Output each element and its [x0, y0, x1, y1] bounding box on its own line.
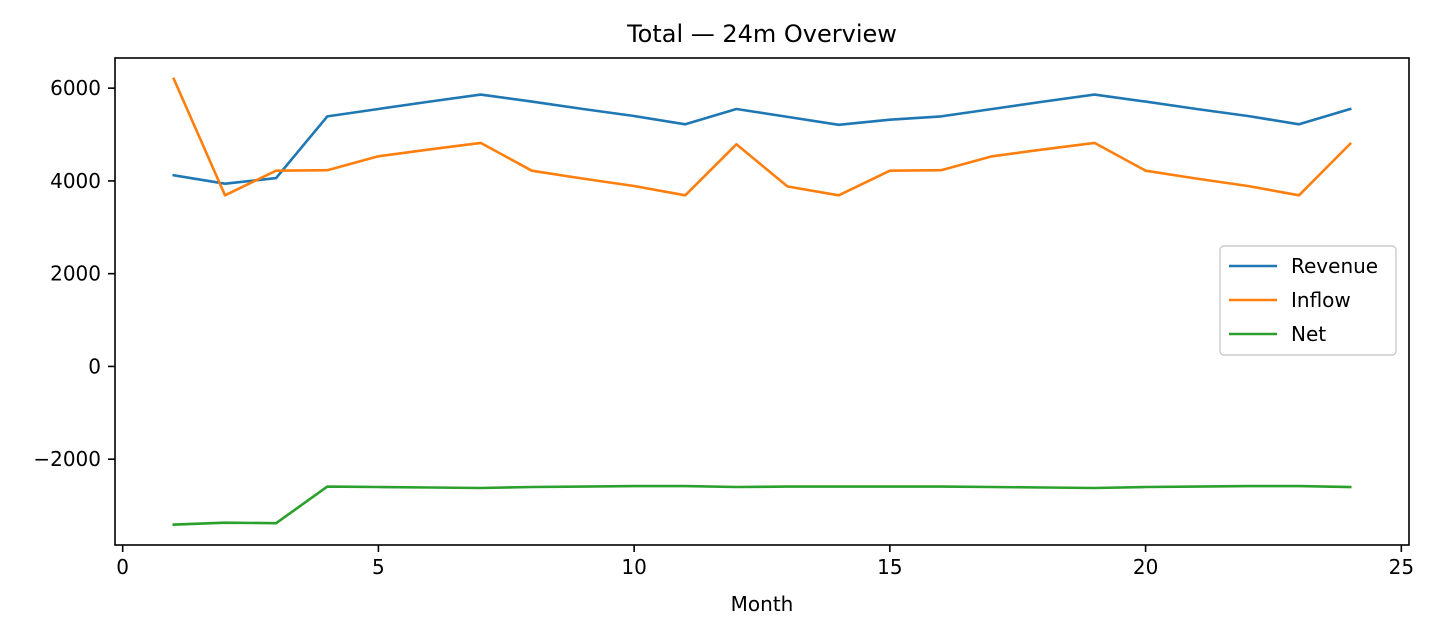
x-tick-label: 0 [116, 555, 129, 579]
series-line-inflow [172, 77, 1353, 197]
series-line-net [172, 484, 1352, 526]
legend-item-net: Net [1229, 322, 1326, 346]
y-tick-label: −2000 [33, 447, 101, 471]
y-tick-label: 6000 [50, 76, 101, 100]
legend: Revenue Inflow Net [1219, 245, 1397, 356]
chart-title: Total — 24m Overview [626, 20, 897, 48]
legend-frame [1219, 245, 1397, 356]
y-tick-label: 2000 [50, 262, 101, 286]
y-tick-label: 0 [88, 354, 101, 378]
series-lines [172, 77, 1353, 526]
series-line-revenue [172, 93, 1352, 185]
x-tick-label: 10 [621, 555, 646, 579]
axis-ticks: 0 5 10 15 20 25 −2000 0 2000 4000 6000 [33, 76, 1414, 579]
x-tick-label: 15 [877, 555, 902, 579]
y-tick-label: 4000 [50, 169, 101, 193]
x-tick-label: 20 [1133, 555, 1158, 579]
legend-item-inflow: Inflow [1229, 288, 1351, 312]
legend-label: Revenue [1291, 254, 1378, 278]
legend-item-revenue: Revenue [1229, 254, 1378, 278]
legend-label: Net [1291, 322, 1326, 346]
plot-frame [114, 57, 1410, 546]
legend-label: Inflow [1291, 288, 1351, 312]
plot-background [115, 58, 1409, 545]
x-tick-label: 25 [1389, 555, 1414, 579]
x-tick-label: 5 [372, 555, 385, 579]
x-axis-label: Month [731, 592, 794, 616]
plot-area [115, 58, 1409, 545]
